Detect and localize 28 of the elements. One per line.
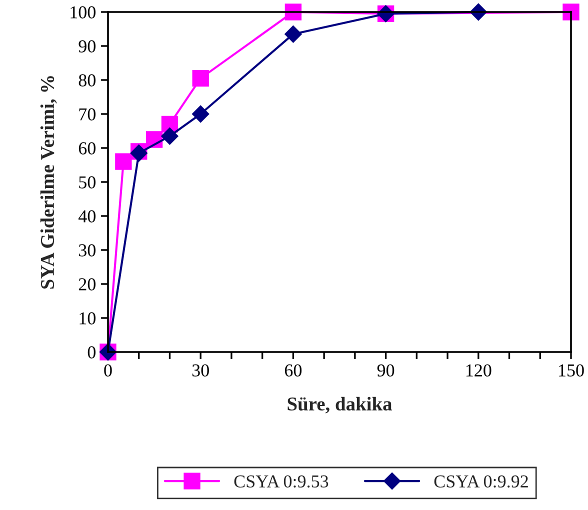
y-tick-label: 100 bbox=[70, 6, 96, 18]
legend-label: CSYA 0:9.92 bbox=[434, 475, 528, 488]
point bbox=[562, 4, 580, 20]
y-tick-label: 90 bbox=[78, 40, 96, 52]
y-tick-label: 50 bbox=[79, 176, 96, 188]
x-tick-label: 150 bbox=[559, 364, 584, 377]
legend-label: CSYA 0:9.53 bbox=[234, 475, 328, 488]
point bbox=[284, 26, 302, 43]
point bbox=[161, 128, 178, 145]
x-axis-title: Süre, dakika bbox=[288, 396, 392, 414]
y-tick-label: 10 bbox=[80, 312, 96, 324]
y-tick-label: 20 bbox=[78, 278, 96, 290]
y-tick-label: 40 bbox=[78, 210, 96, 222]
y-tick-label: 30 bbox=[79, 244, 96, 256]
y-tick-label: 70 bbox=[79, 108, 96, 120]
point bbox=[192, 70, 209, 87]
point bbox=[192, 105, 210, 123]
y-axis-title: SYA Giderilme Verimi, % bbox=[40, 76, 57, 289]
x-tick-label: 90 bbox=[377, 364, 394, 377]
y-tick-label: 0 bbox=[88, 346, 96, 358]
point bbox=[115, 153, 132, 170]
x-tick-label: 0 bbox=[104, 364, 112, 377]
point bbox=[284, 4, 302, 20]
y-tick-label: 80 bbox=[78, 74, 96, 86]
x-tick-label: 120 bbox=[466, 364, 492, 377]
y-tick-label: 60 bbox=[78, 142, 96, 154]
x-tick-label: 60 bbox=[284, 364, 302, 377]
x-tick-label: 30 bbox=[192, 364, 209, 377]
